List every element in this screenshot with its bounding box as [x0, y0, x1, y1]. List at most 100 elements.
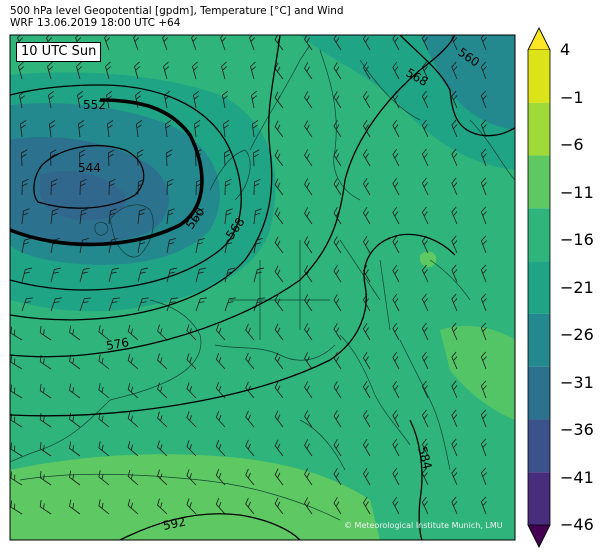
wind-barb	[157, 498, 168, 515]
wind-barb	[157, 440, 168, 457]
wind-barb	[106, 120, 114, 138]
wind-barb	[421, 322, 429, 341]
wind-barb	[18, 61, 24, 80]
wind-barb	[392, 351, 400, 370]
wind-barb	[136, 149, 144, 167]
wind-barb	[98, 470, 110, 486]
wind-barb	[69, 383, 81, 399]
wind-barb	[362, 148, 371, 167]
wind-barb	[215, 381, 226, 399]
wind-barb	[333, 62, 342, 80]
wind-barb	[392, 467, 400, 486]
wind-barb	[220, 35, 227, 51]
wind-barb	[127, 382, 139, 399]
wind-barb	[252, 149, 260, 167]
wind-barb	[191, 35, 198, 51]
wind-barb	[186, 498, 197, 515]
wind-barb	[108, 267, 119, 283]
wind-barb	[362, 206, 371, 225]
wind-barb	[224, 297, 236, 312]
wind-barb	[79, 297, 91, 312]
wind-barb	[69, 354, 81, 370]
wind-barb	[274, 352, 284, 370]
wind-barb	[186, 382, 197, 399]
wind-barb	[274, 497, 284, 515]
wind-barb	[333, 294, 342, 312]
wind-barb	[251, 90, 257, 109]
wind-barb	[451, 496, 458, 515]
wind-barb	[304, 439, 313, 457]
wind-barb	[333, 178, 342, 196]
model-run-subtitle: WRF 13.06.2019 18:00 UTC +64	[10, 17, 181, 29]
wind-barb	[421, 438, 429, 457]
wind-barb	[451, 351, 458, 370]
wind-barb	[108, 208, 117, 225]
wind-barb	[304, 178, 313, 196]
wind-barb	[157, 411, 168, 428]
wind-barb	[192, 61, 198, 80]
colorbar-extend-min	[527, 524, 551, 548]
wind-barb	[304, 120, 313, 138]
wind-barb	[333, 352, 342, 370]
colorbar-swatch	[528, 261, 550, 314]
wind-barb	[362, 438, 371, 457]
wind-barb	[50, 297, 62, 312]
wind-barb	[137, 208, 146, 225]
wind-barb	[304, 323, 313, 341]
colorbar-tick-label: −36	[560, 420, 594, 439]
contour-label: 552	[83, 98, 106, 112]
wind-barb	[451, 438, 458, 457]
wind-barb	[165, 149, 173, 167]
contour-label: 592	[162, 514, 187, 532]
wind-barb	[186, 411, 197, 428]
wind-barb	[134, 61, 140, 80]
wind-barb	[48, 120, 56, 138]
wind-barb	[10, 384, 23, 399]
wind-barb	[251, 120, 259, 138]
wind-barb	[222, 90, 228, 109]
wind-barb	[333, 468, 342, 486]
wind-barb	[304, 381, 313, 399]
wind-barb	[10, 355, 23, 370]
wind-barb	[186, 440, 197, 457]
wind-barb	[193, 90, 199, 109]
wind-barb	[421, 293, 429, 312]
temperature-field: 552 544 560 568 576 560 568 584 592	[10, 35, 515, 540]
wind-barb	[421, 235, 429, 254]
wind-barb	[221, 61, 227, 80]
wind-barb	[21, 267, 32, 283]
wind-barb	[10, 500, 23, 515]
wind-barb	[304, 149, 313, 167]
wind-barb	[392, 35, 400, 51]
wind-barb	[274, 265, 284, 283]
wind-barb	[39, 326, 52, 341]
wind-barb	[274, 468, 284, 486]
wind-barb	[451, 322, 458, 341]
chart-title: 500 hPa level Geopotential [gpdm], Tempe…	[10, 5, 344, 17]
wind-barb	[274, 120, 284, 138]
wind-barb	[392, 177, 400, 196]
contour-label: 584	[415, 445, 434, 471]
wind-barb	[50, 208, 59, 225]
wind-barb	[362, 235, 371, 254]
colorbar-swatch	[528, 50, 550, 103]
colorbar-swatch	[528, 419, 550, 473]
wind-barb	[274, 323, 284, 341]
wind-barb	[195, 267, 206, 283]
wind-barb	[164, 120, 172, 138]
wind-barb	[304, 207, 313, 225]
wind-barb	[193, 120, 201, 138]
wind-barb	[421, 90, 429, 109]
wind-barb	[392, 496, 400, 515]
wind-barb	[39, 500, 52, 515]
wind-barb	[362, 467, 371, 486]
wind-barb	[362, 351, 371, 370]
wind-barb	[274, 381, 284, 399]
wind-barb	[79, 267, 90, 283]
wind-barb	[451, 235, 458, 254]
wind-barb	[421, 264, 429, 283]
wind-barb	[162, 35, 169, 51]
wind-barb	[21, 297, 33, 312]
wind-barb	[333, 265, 342, 283]
